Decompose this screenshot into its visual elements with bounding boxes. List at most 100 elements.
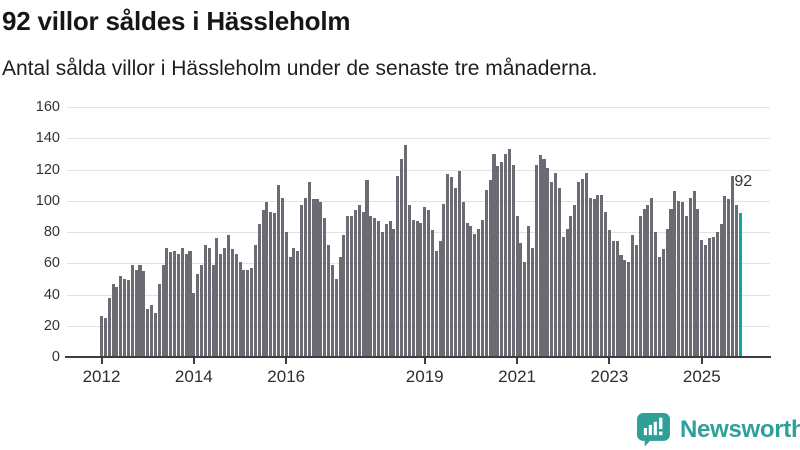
bar — [592, 199, 596, 357]
bar — [734, 205, 738, 357]
bar-chart-speech-bubble-icon — [637, 413, 670, 447]
bar — [519, 242, 523, 357]
bar — [723, 196, 727, 357]
bar — [369, 216, 373, 357]
bar — [580, 178, 585, 357]
bar — [469, 225, 473, 357]
bar — [384, 224, 388, 357]
bar — [707, 238, 711, 357]
x-axis-tick-label: 2021 — [498, 367, 536, 386]
bar — [334, 278, 338, 357]
bar — [307, 182, 311, 357]
bar — [373, 217, 377, 357]
bar — [657, 257, 661, 357]
bar — [588, 197, 592, 357]
bar — [450, 177, 454, 357]
bar — [473, 233, 477, 357]
bar — [650, 197, 654, 357]
bar — [223, 247, 227, 357]
bar — [573, 205, 577, 357]
page-subtitle: Antal sålda villor i Hässleholm under de… — [2, 57, 598, 80]
bar — [457, 171, 461, 357]
bar — [253, 244, 257, 357]
y-axis-tick-label: 160 — [35, 99, 60, 115]
bar — [315, 199, 319, 357]
y-axis-tick-label: 80 — [43, 224, 60, 240]
bar — [700, 239, 704, 357]
x-axis-tick — [700, 358, 703, 364]
bar — [561, 236, 565, 357]
x-axis-tick-label: 2014 — [174, 367, 213, 386]
y-axis-tick-label: 120 — [35, 161, 60, 178]
bar — [169, 252, 173, 357]
bar — [149, 305, 154, 357]
bar — [146, 308, 150, 357]
bar — [511, 164, 515, 357]
bar — [427, 210, 431, 357]
bar — [554, 172, 558, 357]
bar — [392, 228, 396, 357]
bar — [442, 203, 446, 357]
newsworthy-logo: Newsworthy — [636, 411, 800, 448]
x-axis-tick — [192, 358, 195, 364]
bar — [557, 188, 561, 357]
bar — [596, 194, 600, 357]
bar — [242, 269, 246, 357]
bar — [615, 241, 619, 357]
bar — [523, 261, 527, 357]
bar — [542, 158, 546, 357]
bar — [319, 202, 323, 357]
bar — [577, 182, 581, 357]
bar — [196, 274, 200, 357]
bar — [477, 228, 481, 357]
bar — [634, 244, 638, 357]
bar — [161, 264, 165, 357]
bar — [630, 235, 635, 357]
bar — [273, 213, 277, 357]
bar — [569, 216, 573, 357]
bar — [534, 164, 538, 357]
bar — [527, 225, 531, 357]
bar — [269, 211, 273, 357]
bar — [627, 261, 631, 357]
bar — [430, 230, 434, 357]
bar — [719, 224, 723, 357]
bar — [115, 286, 119, 357]
bar — [365, 180, 369, 357]
bar — [338, 257, 342, 357]
bar — [584, 172, 588, 357]
bar — [654, 232, 658, 357]
bar — [396, 175, 400, 357]
bar — [153, 313, 157, 357]
bar — [311, 199, 315, 357]
x-axis-tick — [608, 358, 611, 364]
bar — [688, 197, 692, 357]
bar — [327, 244, 331, 357]
bar — [611, 241, 615, 357]
bar — [681, 202, 685, 357]
bar — [292, 247, 296, 357]
bar — [380, 232, 384, 357]
bar — [357, 205, 361, 357]
y-axis-tick-label: 40 — [43, 286, 60, 303]
bar — [207, 247, 211, 357]
bar — [238, 261, 242, 357]
bar — [142, 271, 146, 357]
bar — [176, 253, 180, 357]
bar — [642, 208, 646, 357]
bar — [203, 244, 207, 357]
bar — [453, 188, 458, 357]
newsworthy-wordmark: Newsworthy — [680, 415, 800, 443]
x-axis-tick — [285, 358, 288, 364]
bar — [419, 222, 423, 357]
bar — [607, 230, 611, 357]
bar — [276, 185, 281, 357]
x-axis-tick-label: 2025 — [682, 367, 721, 386]
bar — [188, 250, 192, 357]
x-axis-tick — [516, 358, 519, 364]
gridline — [67, 138, 770, 140]
bar — [546, 167, 550, 357]
bar — [346, 216, 350, 357]
bar — [361, 211, 365, 357]
x-axis-tick — [100, 358, 103, 364]
